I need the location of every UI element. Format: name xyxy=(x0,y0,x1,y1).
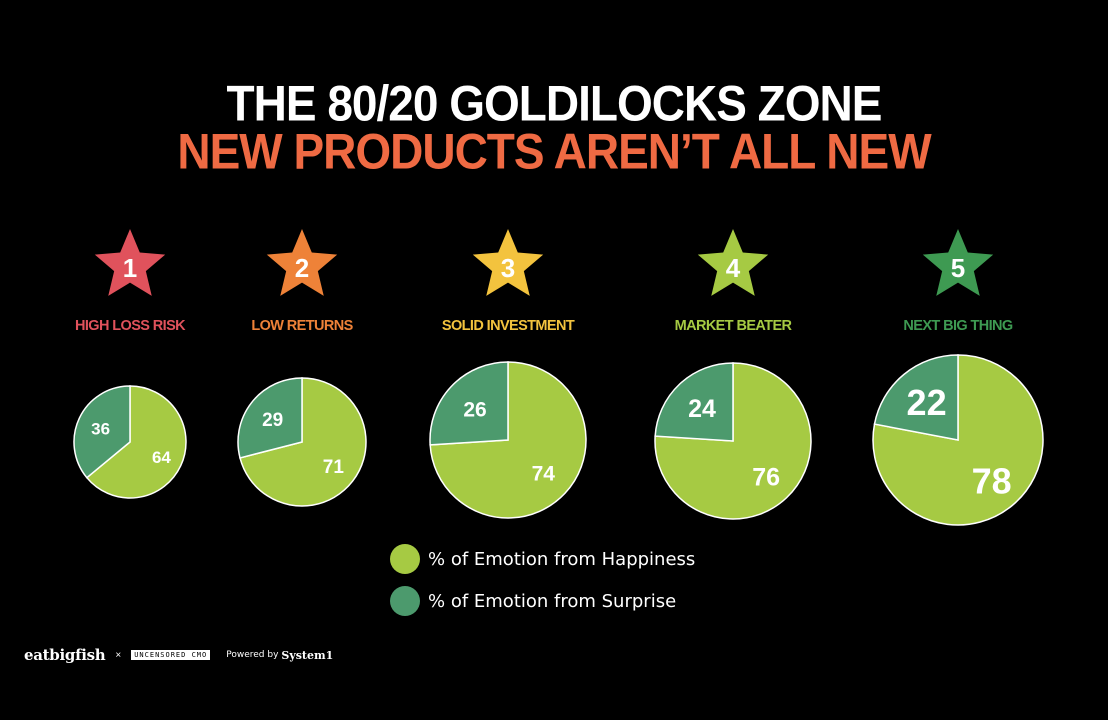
pie-slice-happiness-1 xyxy=(85,385,187,499)
data-label-surprise-5: 22 xyxy=(907,382,947,423)
rank-number-5: 5 xyxy=(951,253,965,283)
legend-label-happiness: % of Emotion from Happiness xyxy=(428,548,696,570)
title-line-1: THE 80/20 GOLDILOCKS ZONE xyxy=(226,74,883,132)
logo-separator: × xyxy=(115,649,122,661)
pie-slice-surprise-4 xyxy=(654,362,734,442)
powered-by-label: Powered by xyxy=(226,650,279,660)
pie-slice-happiness-5 xyxy=(872,354,1044,526)
data-label-surprise-1: 36 xyxy=(91,419,110,438)
data-label-surprise-4: 24 xyxy=(688,395,716,423)
pie-slice-surprise-2 xyxy=(237,377,303,459)
legend-swatch-happiness xyxy=(390,544,420,574)
legend-swatch-surprise xyxy=(390,586,420,616)
rank-star-1 xyxy=(94,229,166,296)
pie-slice-surprise-5 xyxy=(873,354,959,441)
legend-label-surprise: % of Emotion from Surprise xyxy=(428,590,677,612)
rank-number-1: 1 xyxy=(123,253,137,283)
uncensored-cmo-logo: UNCENSORED CMO xyxy=(131,650,211,660)
data-label-surprise-3: 26 xyxy=(463,399,486,422)
legend-item-happiness: % of Emotion from Happiness xyxy=(390,544,695,574)
pie-slice-surprise-1 xyxy=(73,385,131,479)
data-label-happiness-4: 76 xyxy=(752,463,780,491)
data-label-happiness-3: 74 xyxy=(532,463,556,486)
category-label-4: MARKET BEATER xyxy=(675,318,793,334)
rank-star-4 xyxy=(697,229,769,296)
rank-number-4: 4 xyxy=(726,253,741,283)
pie-slice-happiness-2 xyxy=(239,377,367,507)
system1-logo: System1 xyxy=(281,648,334,662)
category-label-5: NEXT BIG THING xyxy=(903,318,1013,334)
rank-star-2 xyxy=(266,229,338,296)
rank-star-3 xyxy=(472,229,544,296)
data-label-happiness-1: 64 xyxy=(152,448,171,467)
data-label-happiness-5: 78 xyxy=(972,461,1012,502)
data-label-surprise-2: 29 xyxy=(262,410,283,431)
rank-star-5 xyxy=(922,229,994,296)
rank-number-3: 3 xyxy=(501,253,515,283)
data-label-happiness-2: 71 xyxy=(323,457,345,478)
pie-slice-surprise-3 xyxy=(429,361,509,446)
category-label-3: SOLID INVESTMENT xyxy=(442,318,575,334)
rank-number-2: 2 xyxy=(295,253,309,283)
eatbigfish-logo: eatbigfish xyxy=(24,646,106,664)
title-line-2: NEW PRODUCTS AREN’T ALL NEW xyxy=(177,122,931,180)
category-label-1: HIGH LOSS RISK xyxy=(75,318,186,334)
footer: eatbigfish × UNCENSORED CMO Powered by S… xyxy=(24,646,333,664)
category-label-2: LOW RETURNS xyxy=(251,318,353,334)
legend-item-surprise: % of Emotion from Surprise xyxy=(390,586,676,616)
